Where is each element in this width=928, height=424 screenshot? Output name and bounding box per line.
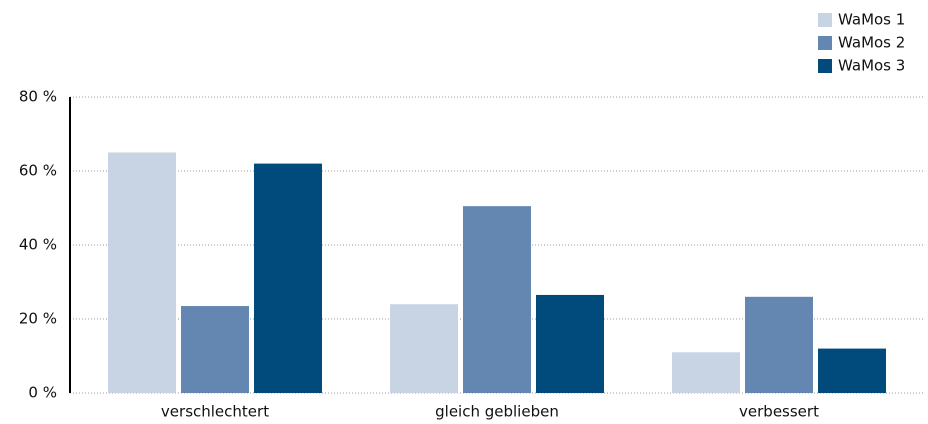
- bar: [536, 294, 604, 393]
- bar: [672, 352, 740, 393]
- legend-swatch: [818, 36, 832, 50]
- bar: [463, 206, 531, 393]
- y-tick-label: 40 %: [19, 236, 57, 254]
- x-tick-label: gleich geblieben: [435, 403, 559, 421]
- legend-label: WaMos 3: [838, 57, 905, 75]
- legend-swatch: [818, 59, 832, 73]
- x-tick-label: verschlechtert: [161, 403, 269, 421]
- y-tick-label: 0 %: [28, 384, 57, 402]
- y-tick-label: 60 %: [19, 162, 57, 180]
- bar: [181, 306, 249, 393]
- bar: [390, 304, 458, 393]
- bar: [818, 348, 886, 393]
- bar: [254, 163, 322, 393]
- x-tick-label: verbessert: [739, 403, 819, 421]
- y-tick-label: 80 %: [19, 88, 57, 106]
- legend-label: WaMos 1: [838, 11, 905, 29]
- bar: [745, 296, 813, 393]
- legend-swatch: [818, 13, 832, 27]
- legend-label: WaMos 2: [838, 34, 905, 52]
- bar: [108, 152, 176, 393]
- y-tick-label: 20 %: [19, 310, 57, 328]
